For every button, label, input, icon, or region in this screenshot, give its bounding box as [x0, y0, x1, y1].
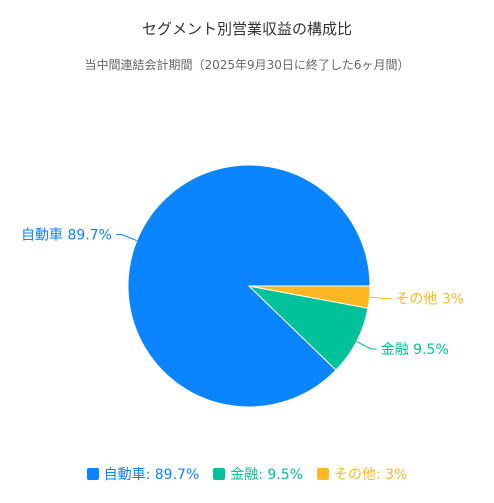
legend-item-other[interactable]: その他: 3%: [317, 464, 407, 484]
data-label-other: その他 3%: [395, 292, 464, 308]
chart-legend: 自動車: 89.7% 金融: 9.5% その他: 3%: [0, 464, 494, 484]
legend-label-other: その他: 3%: [334, 467, 408, 483]
data-label-finance: 金融 9.5%: [381, 342, 449, 358]
leader-line-other: [369, 296, 392, 300]
leader-line-finance: [356, 341, 377, 350]
chart-subtitle: 当中間連結会計期間（2025年9月30日に終了した6ヶ月間）: [84, 58, 410, 72]
legend-swatch-automobile: [86, 468, 99, 480]
data-label-automobile: 自動車 89.7%: [21, 227, 112, 244]
legend-label-finance: 金融: 9.5%: [230, 467, 303, 483]
legend-swatch-finance: [213, 468, 226, 480]
legend-item-automobile[interactable]: 自動車: 89.7%: [86, 464, 200, 484]
legend-item-finance[interactable]: 金融: 9.5%: [213, 464, 303, 484]
leader-line-automobile: [115, 234, 138, 242]
legend-label-automobile: 自動車: 89.7%: [103, 467, 200, 483]
chart-title: セグメント別営業収益の構成比: [141, 20, 352, 38]
legend-swatch-other: [317, 468, 329, 480]
